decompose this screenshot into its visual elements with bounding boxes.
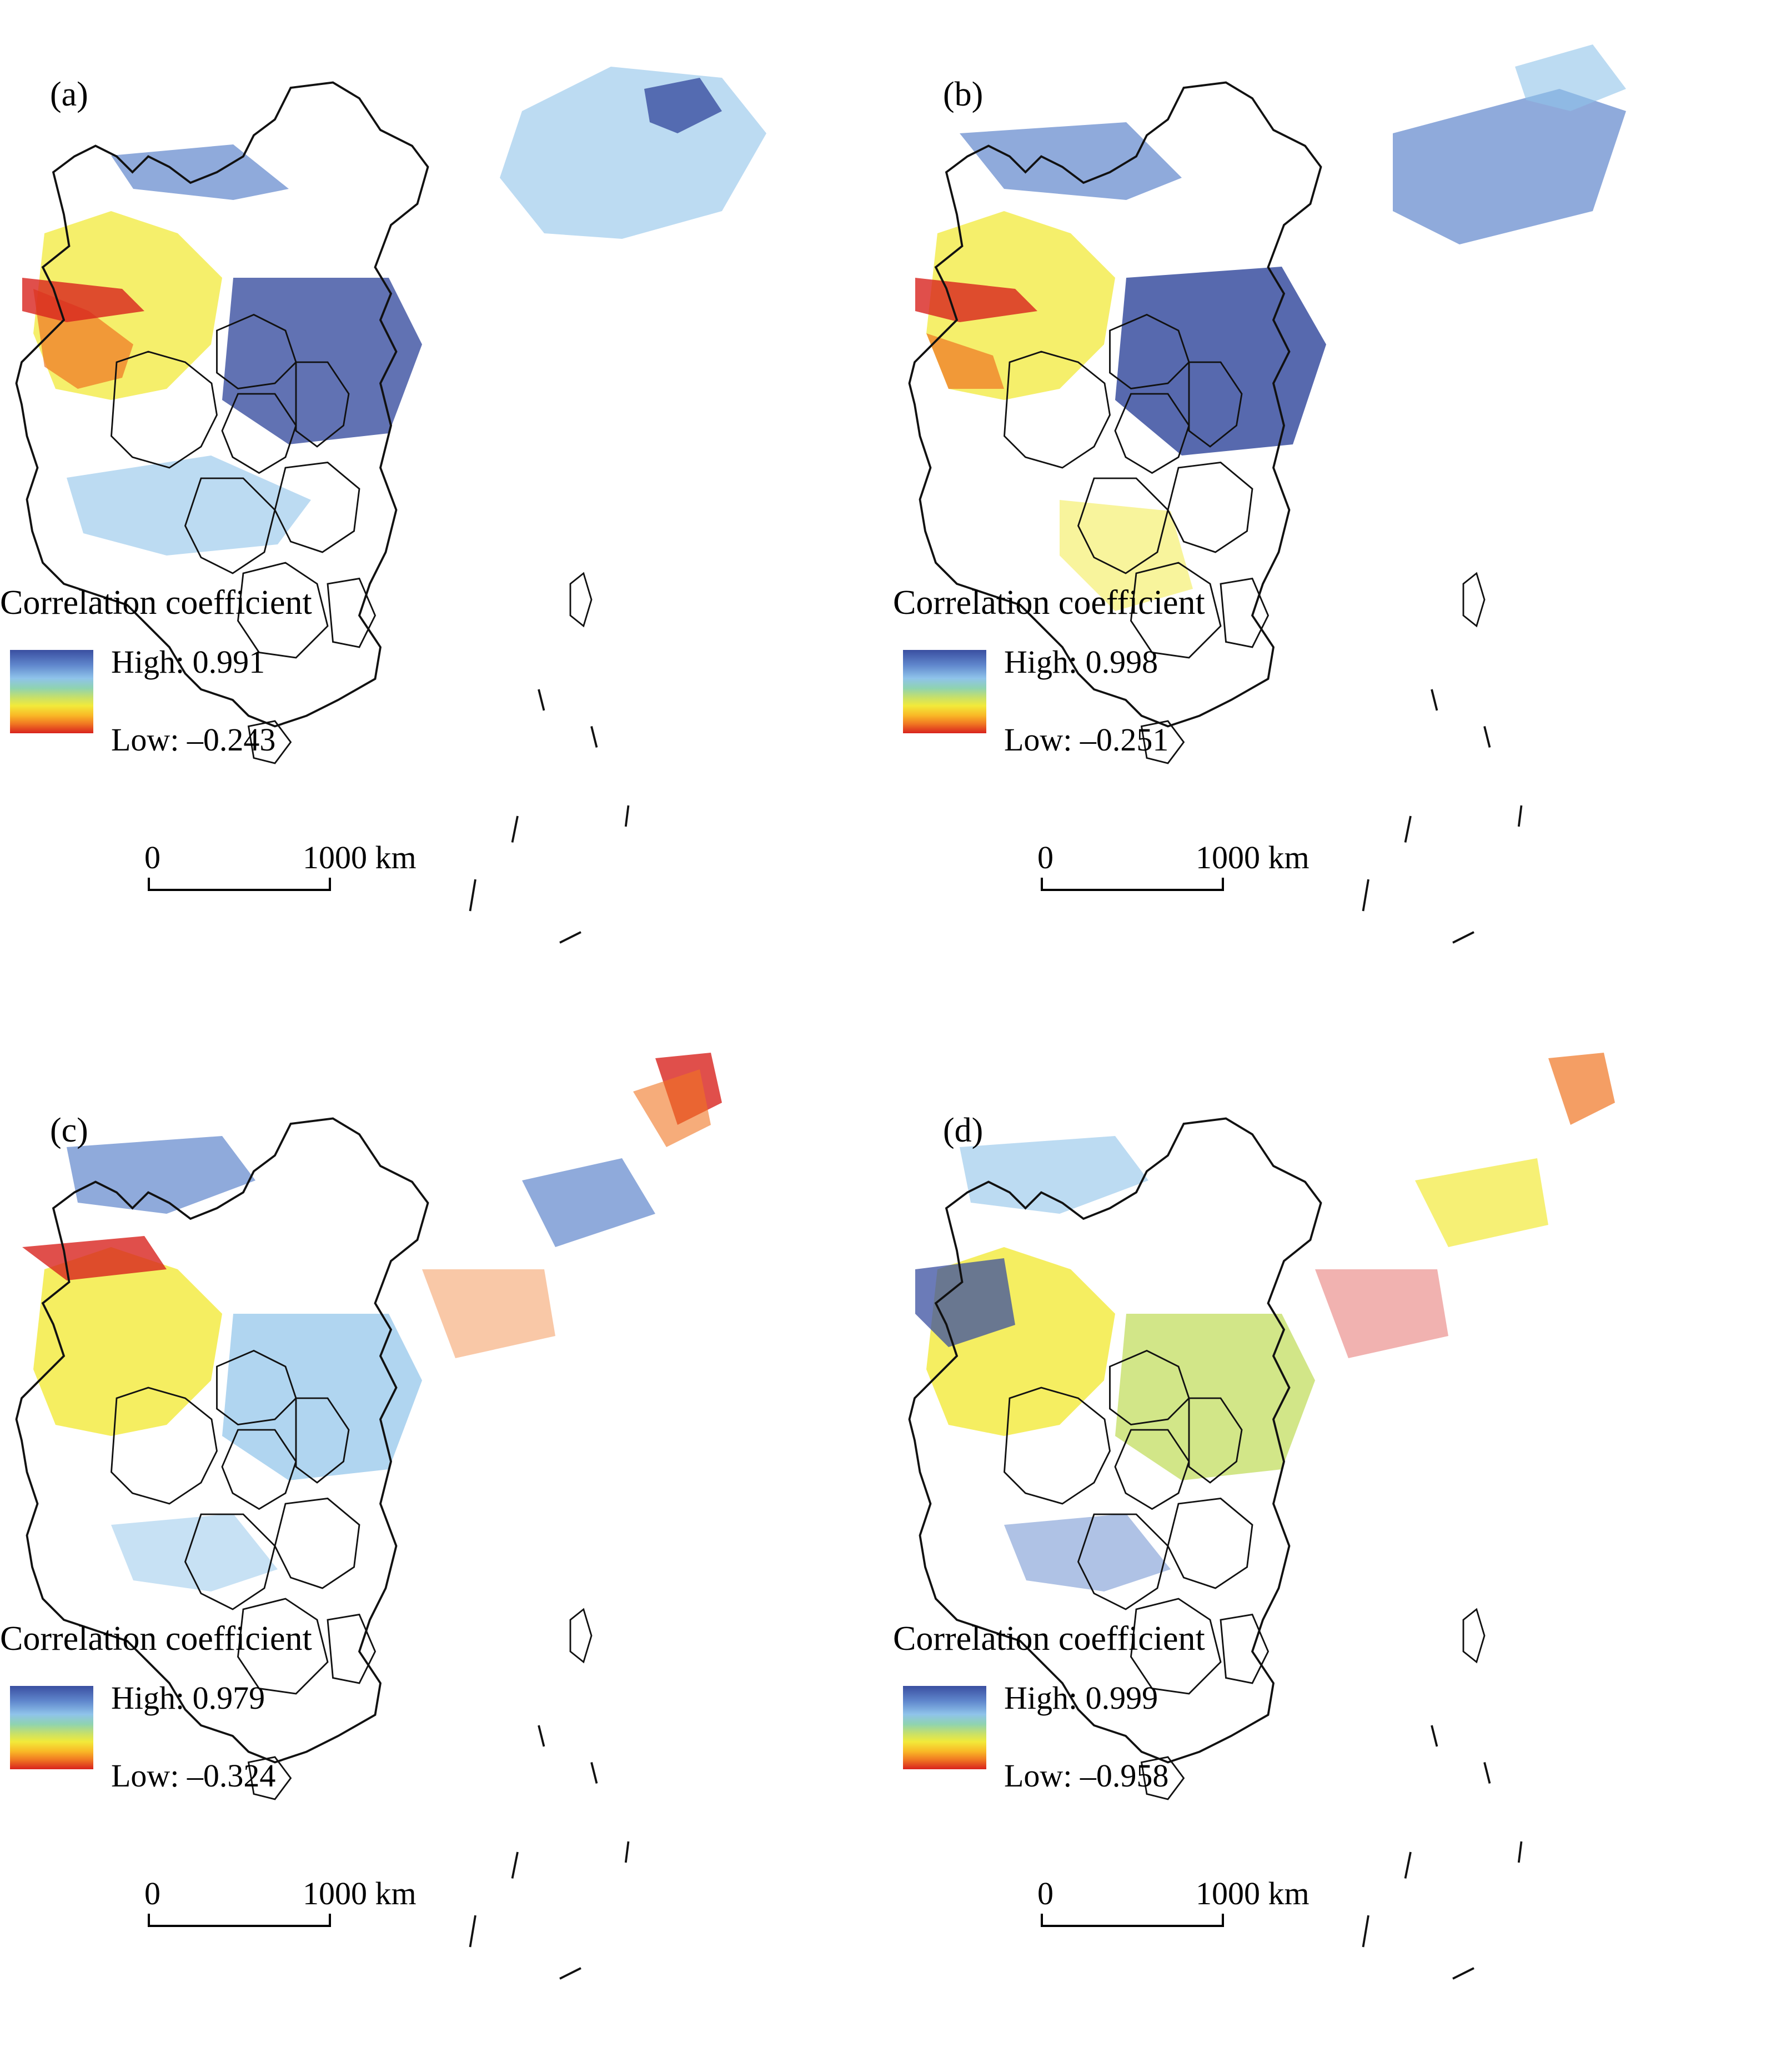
legend-title: Correlation coefficient (0, 584, 312, 622)
scale-tick (148, 1914, 150, 1927)
scale-bar: 0 1000 km (1037, 1875, 1310, 1941)
scale-zero-label: 0 (144, 1875, 160, 1911)
legend: Correlation coefficient High: 0.998 Low:… (893, 583, 1315, 794)
legend: Correlation coefficient High: 0.991 Low:… (0, 583, 422, 794)
legend-low-label: Low: –0.251 (1004, 722, 1169, 758)
map (22, 67, 766, 555)
scale-line (148, 889, 331, 891)
panel-label: (d) (943, 1112, 984, 1149)
scale-tick (1041, 878, 1043, 891)
legend: Correlation coefficient High: 0.999 Low:… (893, 1619, 1315, 1830)
color-ramp (10, 650, 93, 733)
map-shading (915, 44, 1626, 611)
scale-zero-label: 0 (1037, 1875, 1053, 1911)
panel-c: (c) Correlation coefficient High: 0.979 … (0, 1036, 893, 2072)
legend-high-label: High: 0.998 (1004, 644, 1158, 680)
panel-d: (d) Correlation coefficient High: 0.999 … (893, 1036, 1786, 2072)
panel-b: (b) Correlation coefficient High: 0.998 … (893, 0, 1786, 1036)
scale-tick (329, 878, 331, 891)
scale-tick (1222, 878, 1224, 891)
map-borders (0, 1036, 893, 2072)
map-borders (0, 0, 893, 1036)
scale-line (1041, 1925, 1224, 1927)
scale-distance-label: 1000 km (1196, 1875, 1310, 1911)
legend-title: Correlation coefficient (0, 1620, 312, 1658)
scale-tick (1222, 1914, 1224, 1927)
scale-tick (148, 878, 150, 891)
legend-low-label: Low: –0.958 (1004, 1758, 1169, 1794)
panel-a: (a) Correlation coefficient High: 0.991 … (0, 0, 893, 1036)
scale-bar: 0 1000 km (144, 1875, 417, 1941)
scale-line (1041, 889, 1224, 891)
scale-bar: 0 1000 km (144, 839, 417, 905)
map (915, 1053, 1615, 1591)
color-ramp (903, 650, 986, 733)
legend: Correlation coefficient High: 0.979 Low:… (0, 1619, 422, 1830)
map-borders (893, 1036, 1786, 2072)
scale-distance-label: 1000 km (1196, 839, 1310, 875)
legend-low-label: Low: –0.324 (111, 1758, 276, 1794)
panel-label: (a) (50, 76, 88, 113)
legend-title: Correlation coefficient (893, 1620, 1205, 1658)
legend-title: Correlation coefficient (893, 584, 1205, 622)
legend-high-label: High: 0.979 (111, 1680, 265, 1716)
legend-low-label: Low: –0.243 (111, 722, 276, 758)
map (22, 1053, 722, 1591)
color-ramp (10, 1686, 93, 1769)
map-shading (915, 1053, 1615, 1591)
panel-label: (c) (50, 1112, 88, 1149)
scale-distance-label: 1000 km (303, 839, 417, 875)
scale-tick (329, 1914, 331, 1927)
map (915, 44, 1626, 611)
scale-bar: 0 1000 km (1037, 839, 1310, 905)
map-shading (22, 67, 766, 555)
scale-zero-label: 0 (1037, 839, 1053, 875)
legend-high-label: High: 0.991 (111, 644, 265, 680)
scale-distance-label: 1000 km (303, 1875, 417, 1911)
map-shading (22, 1053, 722, 1591)
scale-line (148, 1925, 331, 1927)
panel-label: (b) (943, 76, 984, 113)
scale-zero-label: 0 (144, 839, 160, 875)
legend-high-label: High: 0.999 (1004, 1680, 1158, 1716)
scale-tick (1041, 1914, 1043, 1927)
color-ramp (903, 1686, 986, 1769)
map-borders (893, 0, 1786, 1036)
